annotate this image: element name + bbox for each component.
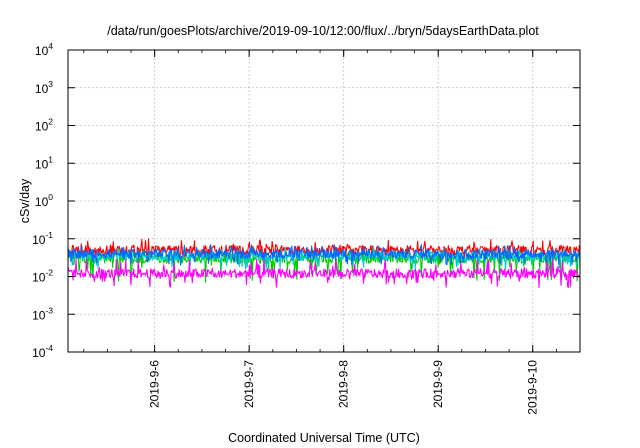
y-tick-label: 10-2 bbox=[32, 268, 53, 285]
y-tick-label: 101 bbox=[35, 154, 53, 171]
chart-title: /data/run/goesPlots/archive/2019-09-10/1… bbox=[107, 24, 539, 38]
y-tick-labels: 10-4 10-3 10-2 10-1 100 101 102 103 104 bbox=[32, 41, 53, 360]
y-tick-label: 10-4 bbox=[32, 343, 53, 360]
y-tick-label: 10-3 bbox=[32, 305, 53, 322]
x-tick-label: 2019-9-7 bbox=[242, 360, 256, 408]
grid bbox=[68, 50, 580, 352]
y-axis-label: cSv/day bbox=[18, 178, 32, 223]
x-axis-label: Coordinated Universal Time (UTC) bbox=[228, 431, 420, 445]
series-layer bbox=[67, 238, 581, 289]
series-line bbox=[67, 244, 581, 266]
x-tick-labels: 2019-9-6 2019-9-7 2019-9-8 2019-9-9 2019-9-1… bbox=[148, 360, 540, 415]
series-line bbox=[67, 257, 581, 289]
y-tick-label: 10-1 bbox=[32, 230, 53, 247]
x-tick-label: 2019-9-9 bbox=[431, 360, 445, 408]
y-tick-label: 104 bbox=[35, 41, 53, 58]
x-tick-label: 2019-9-10 bbox=[526, 360, 540, 415]
y-tick-label: 102 bbox=[35, 117, 53, 134]
ticks bbox=[68, 49, 581, 353]
y-tick-label: 100 bbox=[35, 192, 53, 209]
x-tick-label: 2019-9-8 bbox=[337, 360, 351, 408]
x-tick-label: 2019-9-6 bbox=[148, 360, 162, 408]
y-tick-label: 103 bbox=[35, 79, 53, 96]
